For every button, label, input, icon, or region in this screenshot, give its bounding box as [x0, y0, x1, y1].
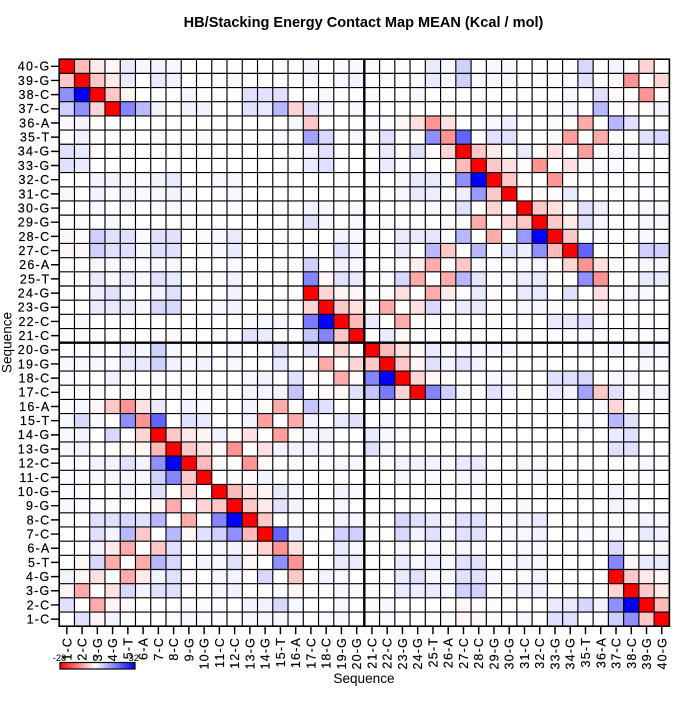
svg-text:26-A: 26-A [19, 258, 50, 272]
svg-text:17-C: 17-C [304, 637, 318, 669]
svg-text:12-C: 12-C [228, 637, 242, 669]
svg-text:13-G: 13-G [18, 442, 51, 456]
svg-text:13-G: 13-G [243, 637, 257, 670]
svg-text:34-G: 34-G [564, 637, 578, 670]
svg-text:28-C: 28-C [18, 230, 50, 244]
svg-text:22-C: 22-C [18, 315, 50, 329]
svg-text:2-C: 2-C [27, 598, 51, 612]
svg-text:1-C: 1-C [60, 637, 74, 661]
svg-text:6-A: 6-A [27, 542, 50, 556]
svg-text:-28: -28 [53, 653, 66, 663]
svg-text:40-G: 40-G [18, 60, 51, 74]
svg-text:1-C: 1-C [27, 613, 51, 627]
svg-text:38-C: 38-C [18, 88, 50, 102]
svg-text:18-C: 18-C [18, 372, 50, 386]
svg-text:24-G: 24-G [18, 286, 51, 300]
svg-text:0: 0 [93, 653, 98, 663]
svg-text:36-A: 36-A [594, 637, 608, 668]
svg-text:32-C: 32-C [533, 637, 547, 669]
svg-text:36-A: 36-A [19, 116, 50, 130]
svg-text:12-C: 12-C [18, 457, 50, 471]
svg-text:18-C: 18-C [320, 637, 334, 669]
svg-text:29-G: 29-G [487, 637, 501, 670]
svg-text:4-G: 4-G [106, 637, 120, 661]
svg-text:39-G: 39-G [18, 74, 51, 88]
svg-text:22-C: 22-C [381, 637, 395, 669]
svg-text:11-C: 11-C [19, 471, 50, 485]
svg-text:28-C: 28-C [472, 637, 486, 669]
svg-text:21-C: 21-C [18, 329, 50, 343]
svg-text:7-C: 7-C [27, 527, 51, 541]
svg-text:8-C: 8-C [167, 637, 181, 661]
svg-text:3-G: 3-G [26, 584, 50, 598]
svg-text:33-G: 33-G [548, 637, 562, 670]
svg-text:14-G: 14-G [259, 637, 273, 670]
svg-text:30-G: 30-G [18, 201, 51, 215]
svg-text:17-C: 17-C [18, 386, 50, 400]
svg-text:4-G: 4-G [26, 570, 50, 584]
svg-text:19-G: 19-G [335, 637, 349, 670]
svg-text:32: 32 [129, 653, 139, 663]
svg-text:39-G: 39-G [640, 637, 654, 670]
svg-text:23-G: 23-G [18, 301, 51, 315]
svg-text:23-G: 23-G [396, 637, 410, 670]
svg-text:3-G: 3-G [91, 637, 105, 661]
svg-text:32-C: 32-C [18, 173, 50, 187]
svg-text:5-T: 5-T [28, 556, 50, 570]
svg-text:25-T: 25-T [20, 272, 51, 286]
svg-text:7-C: 7-C [152, 637, 166, 661]
svg-text:14-G: 14-G [18, 428, 51, 442]
svg-text:5-T: 5-T [121, 637, 135, 659]
svg-text:6-A: 6-A [137, 637, 151, 660]
svg-text:9-G: 9-G [182, 637, 196, 661]
svg-text:11-C: 11-C [213, 637, 227, 668]
svg-text:33-G: 33-G [18, 159, 51, 173]
svg-text:30-G: 30-G [503, 637, 517, 670]
svg-text:15-T: 15-T [20, 414, 51, 428]
svg-text:27-C: 27-C [457, 637, 471, 669]
svg-text:37-C: 37-C [610, 637, 624, 669]
svg-text:9-G: 9-G [26, 499, 50, 513]
svg-text:HB/Stacking Energy Contact Map: HB/Stacking Energy Contact Map MEAN (Kca… [184, 15, 544, 31]
svg-text:24-G: 24-G [411, 637, 425, 670]
svg-text:40-G: 40-G [655, 637, 669, 670]
svg-text:38-C: 38-C [625, 637, 639, 669]
svg-text:15-T: 15-T [274, 637, 288, 668]
svg-text:35-T: 35-T [579, 637, 593, 668]
svg-text:16-A: 16-A [289, 637, 303, 668]
svg-text:35-T: 35-T [20, 131, 51, 145]
svg-text:29-G: 29-G [18, 216, 51, 230]
svg-text:21-C: 21-C [365, 637, 379, 669]
svg-text:10-G: 10-G [18, 485, 51, 499]
svg-text:20-G: 20-G [18, 343, 51, 357]
svg-text:20-G: 20-G [350, 637, 364, 670]
svg-text:31-C: 31-C [18, 187, 50, 201]
svg-text:8-C: 8-C [27, 513, 51, 527]
svg-text:Sequence: Sequence [0, 312, 15, 373]
svg-text:26-A: 26-A [442, 637, 456, 668]
svg-text:16-A: 16-A [19, 400, 50, 414]
svg-text:Sequence: Sequence [333, 671, 394, 686]
svg-text:25-T: 25-T [426, 637, 440, 668]
svg-text:27-C: 27-C [18, 244, 50, 258]
svg-text:2-C: 2-C [76, 637, 90, 661]
svg-text:10-G: 10-G [198, 637, 212, 670]
svg-text:31-C: 31-C [518, 637, 532, 669]
svg-text:34-G: 34-G [18, 145, 51, 159]
svg-text:37-C: 37-C [18, 102, 50, 116]
svg-text:19-G: 19-G [18, 357, 51, 371]
